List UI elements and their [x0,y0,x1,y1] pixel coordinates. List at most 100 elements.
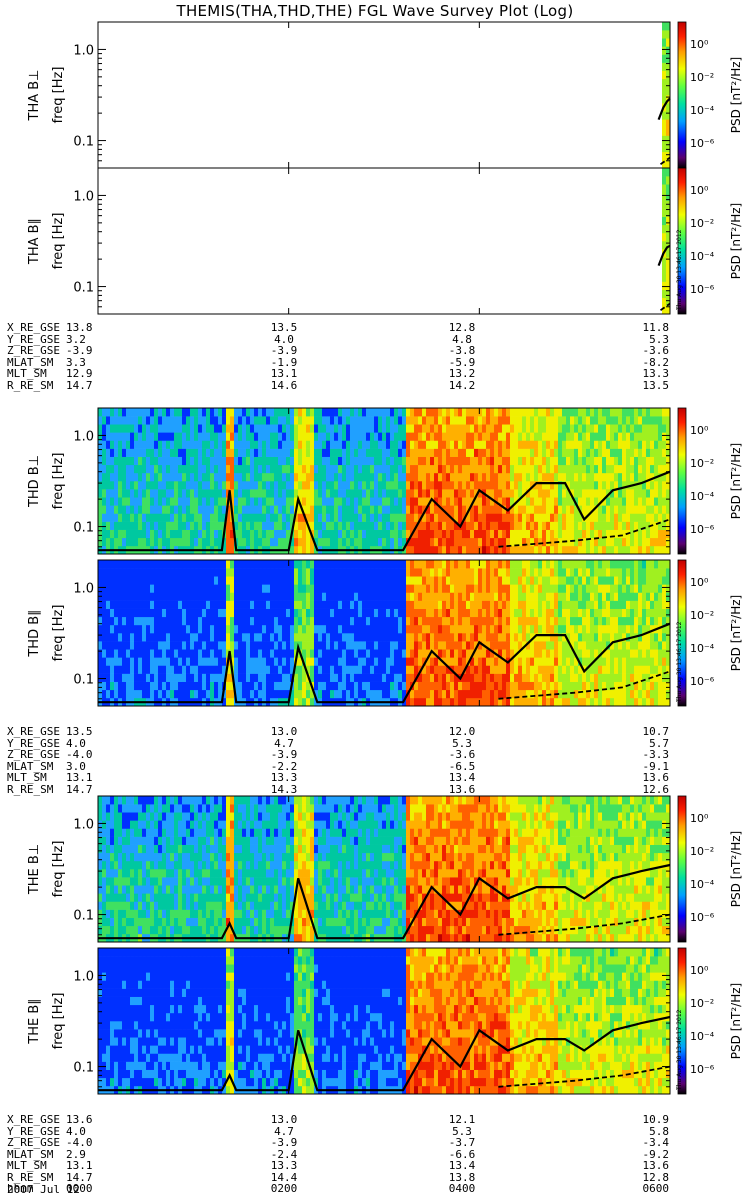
spectrogram-cell [534,568,539,577]
spectrogram-cell [310,456,315,466]
spectrogram-cell [230,616,235,626]
spectrogram-cell [286,472,291,482]
spectrogram-cell [162,584,167,593]
spectrogram-cell [162,600,167,609]
spectrogram-cell [498,600,503,609]
spectrogram-cell [370,657,375,666]
spectrogram-cell [410,440,415,449]
spectrogram-cell [290,665,295,674]
spectrogram-cell [118,505,123,514]
spectrogram-cell [378,568,383,577]
spectrogram-cell [542,568,547,577]
spectrogram-cell [578,545,583,555]
spectrogram-cell [422,472,427,482]
spectrogram-cell [574,568,579,577]
spectrogram-cell [246,408,251,417]
spectrogram-cell [662,297,667,307]
spectrogram-cell [578,633,583,642]
spectrogram-cell [102,497,107,506]
spectrogram-cell [158,497,163,506]
spectrogram-cell [662,505,667,514]
spectrogram-cell [194,489,199,498]
spectrogram-cell [382,592,387,601]
spectrogram-cell [594,481,599,490]
spectrogram-cell [286,568,291,577]
spectrogram-cell [430,568,435,577]
spectrogram-cell [122,616,127,626]
spectrogram-cell [178,481,183,490]
spectrogram-cell [442,505,447,514]
spectrogram-cell [362,513,367,522]
spectrogram-cell [262,689,267,699]
spectrogram-cell [230,633,235,642]
spectrogram-cell [254,521,259,530]
spectrogram-cell [506,633,511,642]
spectrogram-cell [422,641,427,650]
spectrogram-cell [478,657,483,666]
spectrogram-cell [390,529,395,539]
spectrogram-cell [346,464,351,474]
spectrogram-cell [578,673,583,682]
spectrogram-cell [134,657,139,666]
spectrogram-cell [638,408,643,417]
spectrogram-cell [610,456,615,466]
spectrogram-cell [474,649,479,658]
spectrogram-cell [346,529,351,539]
spectrogram-cell [626,424,631,433]
spectrogram-cell [362,633,367,642]
spectrogram-cell [190,681,195,691]
spectrogram-cell [550,616,555,626]
spectrogram-cell [218,633,223,642]
spectrogram-cell [114,537,119,547]
spectrogram-cell [578,697,583,707]
spectrogram-cell [114,560,119,569]
spectrogram-cell [622,432,627,441]
spectrogram-cell [178,432,183,441]
spectrogram-cell [654,545,659,555]
spectrogram-cell [506,673,511,682]
spectrogram-cell [526,681,531,691]
spectrogram-cell [294,568,299,577]
spectrogram-cell [366,624,371,634]
spectrogram-cell [354,529,359,539]
spectrogram-cell [658,472,663,482]
spectrogram-cell [326,481,331,490]
spectrogram-cell [242,624,247,634]
spectrogram-cell [326,681,331,691]
spectrogram-cell [302,472,307,482]
spectrogram-cell [138,568,143,577]
spectrogram-cell [258,592,263,601]
spectrogram-cell [158,440,163,449]
spectrogram-cell [318,576,323,585]
spectrogram-cell [306,481,311,490]
spectrogram-cell [406,464,411,474]
spectrogram-cell [542,472,547,482]
spectrogram-cell [554,681,559,691]
spectrogram-cell [218,513,223,522]
spectrogram-cell [422,456,427,466]
spectrogram-cell [430,697,435,707]
spectrogram-cell [650,464,655,474]
spectrogram-cell [458,408,463,417]
spectrogram-cell [98,448,103,457]
spectrogram-cell [306,472,311,482]
spectrogram-cell [482,505,487,514]
spectrogram-cell [550,424,555,433]
spectrogram-cell [382,464,387,474]
spectrogram-cell [590,537,595,547]
spectrogram-cell [154,560,159,569]
spectrogram-cell [330,472,335,482]
spectrogram-cell [458,416,463,425]
spectrogram-cell [150,689,155,699]
spectrogram-cell [666,151,671,161]
spectrogram-cell [246,432,251,441]
spectrogram-cell [142,665,147,674]
spectrogram-cell [374,560,379,569]
spectrogram-cell [186,681,191,691]
spectrogram-cell [182,673,187,682]
spectrogram-cell [502,472,507,482]
spectrogram-cell [618,529,623,539]
spectrogram-cell [318,464,323,474]
spectrogram-cell [326,537,331,547]
spectrogram-cell [234,681,239,691]
